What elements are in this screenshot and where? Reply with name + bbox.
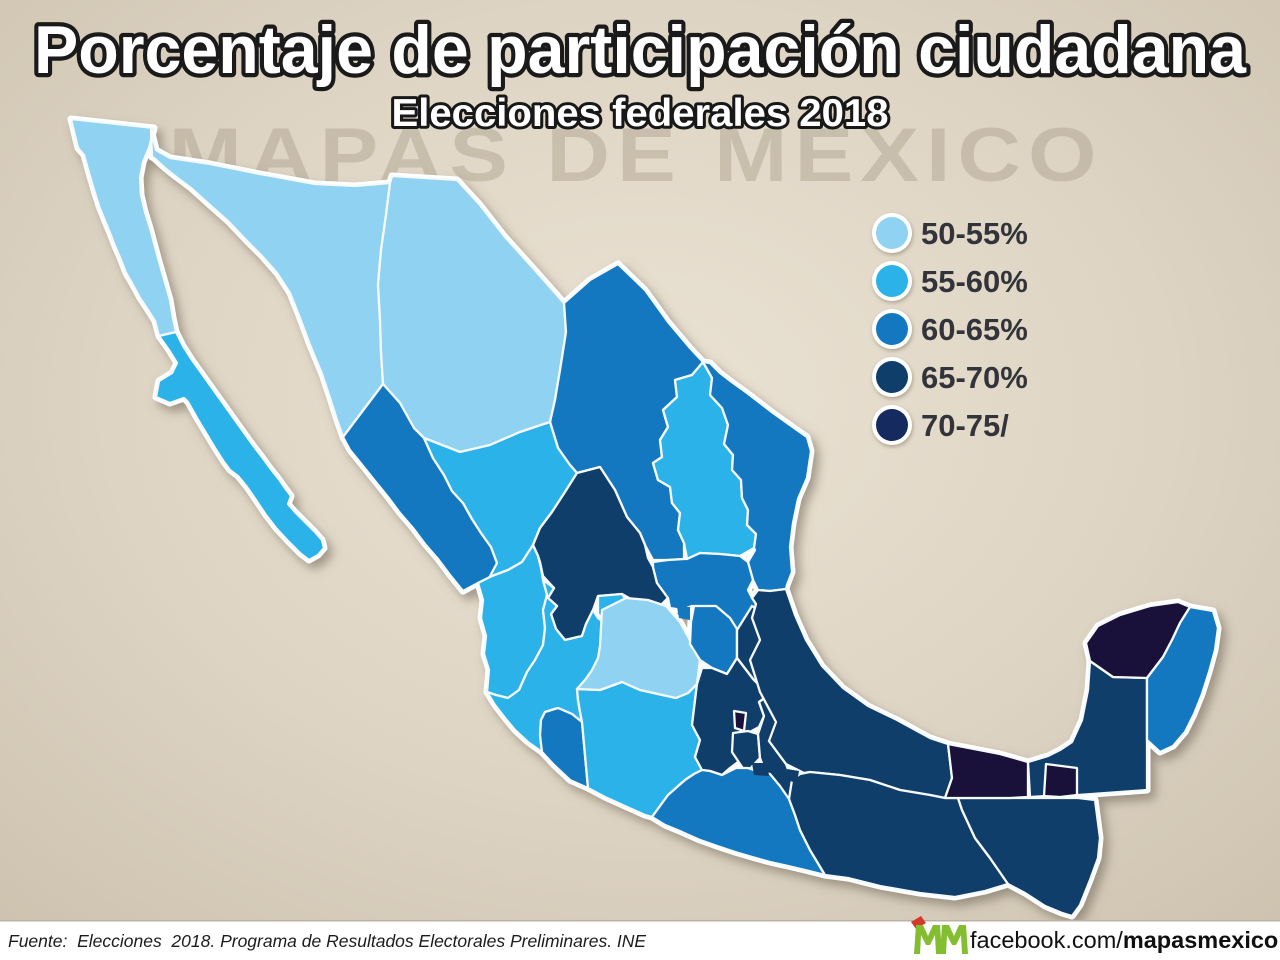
svg-text:60-65%: 60-65% — [921, 312, 1028, 347]
svg-text:Elecciones federales 2018: Elecciones federales 2018 — [392, 92, 889, 135]
svg-text:70-75/: 70-75/ — [921, 408, 1009, 443]
svg-text:facebook.com/mapasmexico: facebook.com/mapasmexico — [970, 927, 1278, 953]
svg-text:55-60%: 55-60% — [921, 264, 1028, 299]
svg-text:Fuente: Elecciones 2018. Pro: Fuente: Elecciones 2018. Programa de Res… — [8, 931, 646, 951]
svg-text:50-55%: 50-55% — [921, 216, 1028, 251]
svg-text:Porcentaje de participación ci: Porcentaje de participación ciudadana — [34, 12, 1247, 88]
svg-text:65-70%: 65-70% — [921, 360, 1028, 395]
